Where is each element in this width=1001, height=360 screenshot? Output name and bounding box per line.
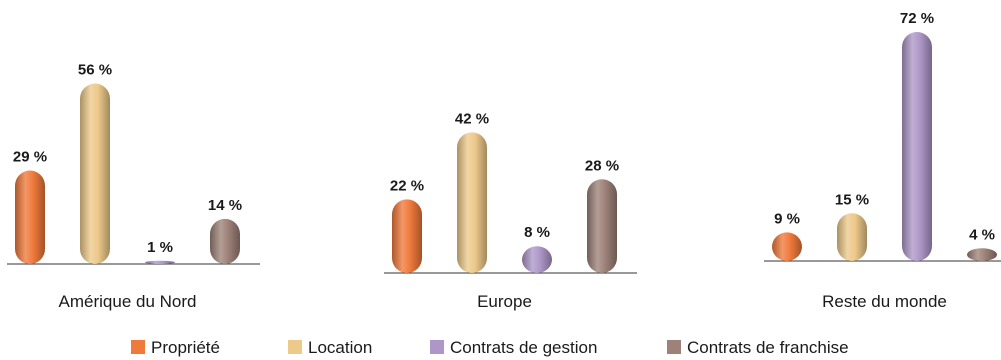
legend-item-contrats-de-franchise: Contrats de franchise <box>667 338 849 357</box>
value-label-reste-du-monde-contrats-de-gestion: 72 % <box>900 10 934 27</box>
legend-item-contrats-de-gestion: Contrats de gestion <box>430 338 597 357</box>
value-label-amerique-du-nord-contrats-de-franchise: 14 % <box>208 197 242 214</box>
group-europe: 22 % 42 % 8 % 28 % Europe <box>384 110 637 311</box>
legend-swatch-contrats-de-franchise <box>667 340 681 354</box>
value-label-reste-du-monde-location: 15 % <box>835 191 869 208</box>
value-label-europe-propriete: 22 % <box>390 177 424 194</box>
value-label-reste-du-monde-propriete: 9 % <box>774 210 800 227</box>
value-label-europe-contrats-de-franchise: 28 % <box>585 157 619 174</box>
value-label-amerique-du-nord-propriete: 29 % <box>13 149 47 166</box>
legend-label-contrats-de-gestion: Contrats de gestion <box>450 338 597 357</box>
legend-label-location: Location <box>308 338 372 357</box>
group-reste-du-monde: 9 % 15 % 72 % 4 % Reste du monde <box>764 10 1001 311</box>
bar-europe-location <box>457 132 487 273</box>
legend: Propriété Location Contrats de gestion Cont… <box>131 338 849 357</box>
bar-reste-du-monde-propriete <box>772 232 802 261</box>
bar-reste-du-monde-contrats-de-gestion <box>902 32 932 261</box>
legend-item-propriete: Propriété <box>131 338 220 357</box>
category-label-amerique-du-nord: Amérique du Nord <box>59 292 197 311</box>
legend-label-contrats-de-franchise: Contrats de franchise <box>687 338 849 357</box>
bar-europe-contrats-de-franchise <box>587 179 617 273</box>
legend-swatch-location <box>288 340 302 354</box>
value-label-amerique-du-nord-contrats-de-gestion: 1 % <box>147 239 173 256</box>
legend-label-propriete: Propriété <box>151 338 220 357</box>
value-label-amerique-du-nord-location: 56 % <box>78 62 112 79</box>
legend-swatch-propriete <box>131 340 145 354</box>
value-label-europe-contrats-de-gestion: 8 % <box>524 224 550 241</box>
bar-europe-contrats-de-gestion <box>522 246 552 273</box>
value-label-reste-du-monde-contrats-de-franchise: 4 % <box>969 226 995 243</box>
legend-swatch-contrats-de-gestion <box>430 340 444 354</box>
bar-amerique-du-nord-contrats-de-franchise <box>210 218 240 264</box>
bar-europe-propriete <box>392 199 422 273</box>
bar-amerique-du-nord-location <box>80 83 110 264</box>
bar-amerique-du-nord-propriete <box>15 170 45 264</box>
value-label-europe-location: 42 % <box>455 110 489 127</box>
bar-reste-du-monde-contrats-de-franchise <box>967 248 997 261</box>
group-amerique-du-nord: 29 % 56 % 1 % 14 % Amérique du Nord <box>7 62 260 311</box>
bar-amerique-du-nord-contrats-de-gestion <box>145 260 175 264</box>
category-label-reste-du-monde: Reste du monde <box>822 292 947 311</box>
legend-item-location: Location <box>288 338 372 357</box>
bar-reste-du-monde-location <box>837 213 867 261</box>
category-label-europe: Europe <box>477 292 532 311</box>
